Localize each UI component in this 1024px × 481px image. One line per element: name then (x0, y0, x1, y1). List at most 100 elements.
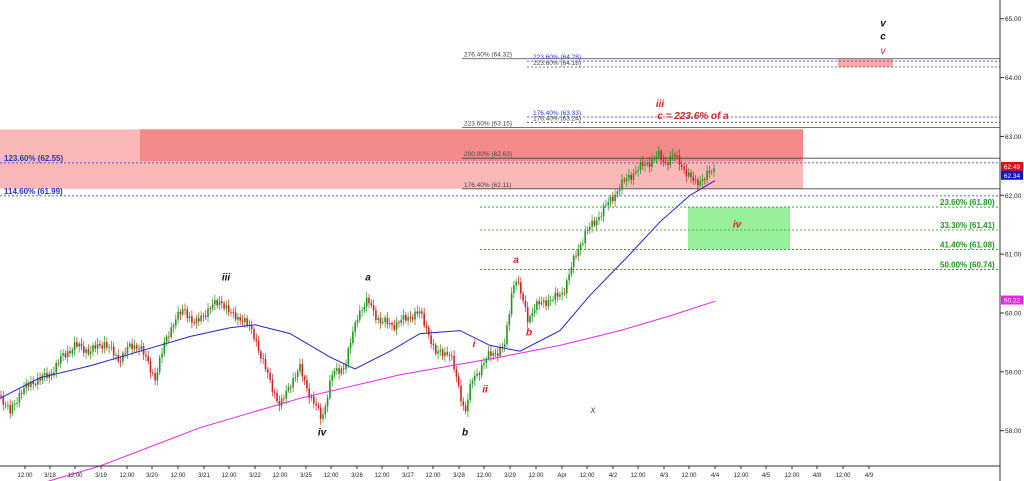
moving-averages-layer (0, 180, 716, 481)
fib-level-label: 200.00% (62.63) (464, 151, 512, 158)
fib-level-label: 33.30% (61.41) (940, 221, 995, 230)
candle-body (457, 376, 460, 386)
candle-body (218, 301, 221, 306)
candle-body (423, 313, 425, 326)
candle-body (614, 194, 616, 202)
candle-body (186, 309, 189, 319)
candle-body (531, 312, 534, 317)
x-tick-label: 12:00 (119, 473, 135, 479)
wave-label: iv (318, 427, 328, 438)
candle-body (211, 304, 214, 309)
y-tick-label: 61.00 (1005, 252, 1022, 259)
candle-body (508, 314, 511, 326)
candle-body (30, 381, 32, 387)
candle-body (595, 220, 598, 226)
candle-body (20, 392, 23, 394)
candle-body (294, 377, 297, 379)
candle-body (494, 353, 497, 354)
candle-body (687, 172, 690, 177)
candle-body (460, 385, 462, 402)
candle-body (331, 374, 333, 381)
candle-body (140, 346, 143, 350)
wave-label: a (365, 273, 371, 284)
candle-body (667, 162, 669, 166)
candle-body (255, 338, 258, 341)
candle-body (377, 318, 379, 320)
candle-body (425, 325, 428, 328)
candle-body (80, 343, 83, 347)
candle-body (57, 363, 60, 364)
candle-body (117, 355, 120, 362)
candle-body (214, 300, 216, 305)
candle-body (234, 312, 237, 320)
candle-body (78, 343, 80, 347)
candle-body (497, 353, 499, 356)
candle-body (439, 349, 442, 352)
candle-body (112, 346, 115, 356)
candle-body (570, 267, 573, 275)
candle-body (572, 255, 575, 268)
y-tick-label: 65.00 (1005, 16, 1022, 23)
candle-body (163, 341, 166, 354)
candle-body (145, 354, 147, 357)
candle-body (260, 351, 262, 359)
x-tick-label: 12:00 (17, 473, 33, 479)
candle-body (529, 316, 531, 323)
x-tick-label: 3/20 (146, 473, 158, 479)
fib-level-label: 176.40% (62.11) (464, 182, 512, 189)
candle-body (329, 380, 331, 399)
candle-body (520, 282, 522, 294)
wave-label: b (462, 427, 468, 438)
candle-body (370, 303, 373, 306)
candle-body (287, 387, 290, 391)
candle-body (195, 318, 198, 324)
candle-body (437, 351, 439, 354)
wave-label: i (473, 339, 476, 350)
candle-body (375, 310, 377, 320)
candle-body (388, 322, 391, 325)
x-tick-label: 3/22 (249, 473, 261, 479)
candle-body (524, 300, 527, 308)
candle-body (577, 249, 580, 257)
candle-body (37, 378, 39, 385)
candle-body (16, 402, 18, 404)
x-tick-label: 12:00 (733, 473, 749, 479)
candle-body (540, 302, 543, 305)
candle-body (467, 399, 469, 412)
candle-body (681, 164, 683, 167)
candle-body (32, 381, 34, 385)
candle-body (545, 300, 547, 306)
candle-body (338, 368, 340, 374)
fib-level-label: 50.00% (60.74) (940, 260, 995, 269)
candle-body (480, 365, 483, 375)
wave-label: x (590, 405, 597, 416)
candle-body (575, 255, 577, 257)
candle-body (181, 309, 184, 315)
fib-lines-layer (0, 58, 1000, 270)
x-tick-label: 12:00 (170, 473, 186, 479)
candle-body (69, 351, 71, 354)
candle-body (685, 169, 688, 177)
candle-body (200, 315, 202, 322)
candle-body (487, 351, 490, 359)
fib-labels-layer: 276.40% (64.32) 223.60% (64.28)223.60% (6… (4, 52, 995, 270)
x-tick-label: Apr (557, 473, 566, 479)
wave-label: a (513, 255, 519, 266)
candle-body (232, 312, 235, 313)
candle-body (478, 373, 481, 375)
candle-body (94, 345, 97, 349)
candle-body (648, 162, 651, 167)
candle-body (653, 157, 655, 160)
y-tick-label: 59.00 (1005, 369, 1022, 376)
candle-body (655, 156, 658, 158)
x-tick-label: 3/19 (95, 473, 107, 479)
candle-body (464, 405, 467, 412)
candle-body (632, 173, 635, 180)
candle-body (89, 351, 92, 354)
wave-label: iv (733, 220, 743, 231)
fib-level-label: 176.40% (63.24) (533, 115, 581, 122)
candle-body (678, 155, 681, 165)
candle-body (172, 325, 175, 328)
x-tick-label: 3/27 (402, 473, 414, 479)
